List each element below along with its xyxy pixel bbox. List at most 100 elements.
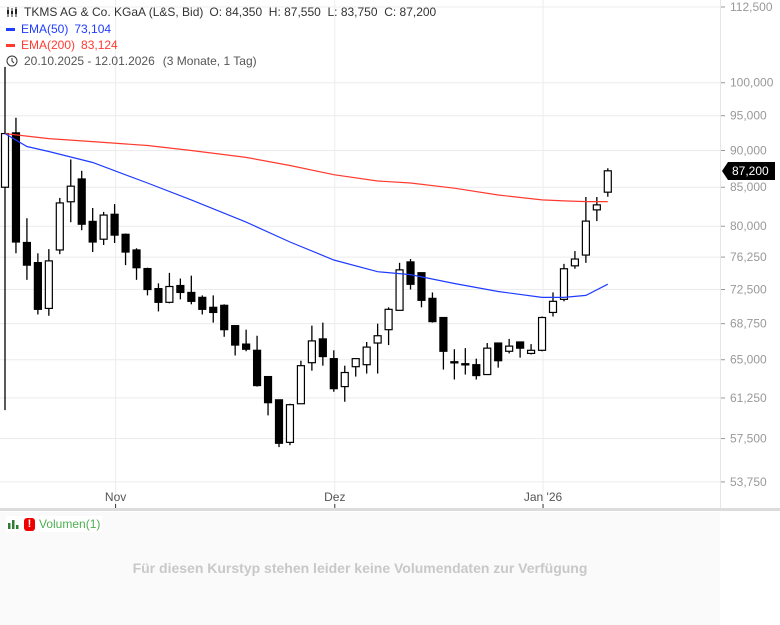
legend-ema200[interactable]: EMA(200) 83,124	[6, 38, 118, 52]
y-tick-label: 72,500	[730, 283, 767, 297]
ema200-label: EMA(200)	[21, 38, 76, 52]
candle-body	[121, 233, 130, 253]
candle	[296, 360, 306, 405]
candle-body	[581, 220, 590, 256]
ema50-label: EMA(50)	[21, 22, 69, 36]
candle-body	[428, 297, 437, 323]
candle	[22, 218, 32, 280]
candle-body	[44, 260, 53, 310]
candle	[99, 211, 108, 245]
candle-body	[603, 170, 612, 193]
candle-body	[33, 261, 42, 310]
y-tick-label: 112,500	[730, 0, 773, 14]
candle	[439, 316, 448, 370]
x-tick-label: Jan '26	[524, 490, 563, 504]
candle-body	[570, 258, 580, 267]
y-tick-label: 68,750	[730, 317, 767, 331]
candle	[603, 168, 612, 197]
candle-body	[307, 340, 316, 364]
candle	[252, 335, 262, 387]
y-tick-label: 80,000	[730, 219, 767, 233]
candle	[110, 204, 119, 243]
candle-body	[231, 325, 240, 346]
candle-body	[472, 364, 481, 377]
candle-body	[505, 345, 514, 352]
candle-body	[198, 296, 207, 310]
candle-body	[285, 404, 295, 443]
ema50-line	[4, 133, 609, 298]
y-tick-label: 76,250	[730, 250, 767, 264]
volume-pane	[0, 512, 720, 625]
volume-legend[interactable]: ! Volumen(1)	[6, 516, 103, 532]
y-tick-label: 100,000	[730, 76, 774, 90]
candle-body	[209, 306, 218, 314]
grid	[0, 0, 721, 508]
y-tick-label: 57,500	[730, 432, 767, 446]
price-chart[interactable]: 112,500 100,000 95,000 90,000 85,000 80,000 76…	[0, 0, 780, 510]
candle	[33, 253, 42, 315]
candle	[88, 207, 97, 253]
ema50-value: 73,104	[74, 22, 112, 36]
candle-body	[187, 291, 196, 302]
candles	[0, 66, 612, 448]
date-range: 20.10.2025 - 12.01.2026	[24, 54, 155, 68]
range-duration: (3 Monate, 1 Tag)	[162, 54, 257, 68]
candle	[428, 292, 437, 323]
candle	[55, 197, 64, 255]
candle-body	[220, 304, 229, 331]
candle-body	[0, 132, 10, 188]
candle	[516, 341, 525, 358]
y-tick-label: 85,000	[730, 180, 767, 194]
candle	[318, 322, 327, 366]
candle	[66, 159, 75, 223]
candle-body	[592, 204, 601, 211]
candle-body	[417, 272, 426, 301]
y-tick-label: 53,750	[730, 475, 767, 489]
candle-body	[548, 300, 558, 314]
candle	[526, 344, 536, 355]
candle-body	[318, 338, 327, 358]
candle	[483, 343, 492, 376]
candle-body	[22, 241, 32, 266]
candle-body	[88, 220, 97, 243]
candle	[132, 248, 141, 280]
exclamation-icon: !	[24, 517, 35, 531]
candle-body	[516, 341, 525, 349]
x-tick-label: Nov	[105, 490, 126, 504]
candle-body	[526, 349, 536, 355]
candle	[198, 295, 207, 315]
candle-body	[132, 249, 141, 269]
candle	[362, 341, 371, 374]
candle-body	[296, 365, 306, 405]
candle	[0, 66, 10, 411]
candlestick-icon[interactable]	[6, 6, 18, 18]
candle	[351, 358, 360, 377]
legend-title-row: TKMS AG & Co. KGaA (L&S, Bid) O: 84,350 …	[6, 5, 436, 19]
candle	[274, 399, 284, 448]
legend-range: 20.10.2025 - 12.01.2026 (3 Monate, 1 Tag…	[6, 54, 257, 68]
candle-body	[450, 361, 459, 364]
clock-icon	[6, 55, 18, 67]
candle-body	[11, 132, 21, 243]
candle	[505, 338, 514, 354]
candle	[77, 170, 86, 231]
candle	[395, 262, 404, 311]
candle	[143, 267, 152, 296]
candle	[154, 283, 163, 312]
candle-body	[461, 363, 470, 366]
candle-body	[362, 346, 371, 366]
candle-body	[143, 267, 152, 291]
y-tick-label: 95,000	[730, 109, 767, 123]
candle	[176, 278, 185, 300]
candle	[209, 295, 218, 323]
candle	[373, 323, 382, 374]
candle	[384, 307, 393, 346]
pane-divider[interactable]	[0, 508, 780, 511]
candle	[329, 350, 338, 392]
candle	[220, 304, 229, 337]
candle	[559, 263, 569, 302]
candle-body	[99, 214, 108, 240]
y-tick-label: 90,000	[730, 143, 767, 157]
legend-ema50[interactable]: EMA(50) 73,104	[6, 22, 111, 36]
candle-body	[154, 288, 163, 303]
